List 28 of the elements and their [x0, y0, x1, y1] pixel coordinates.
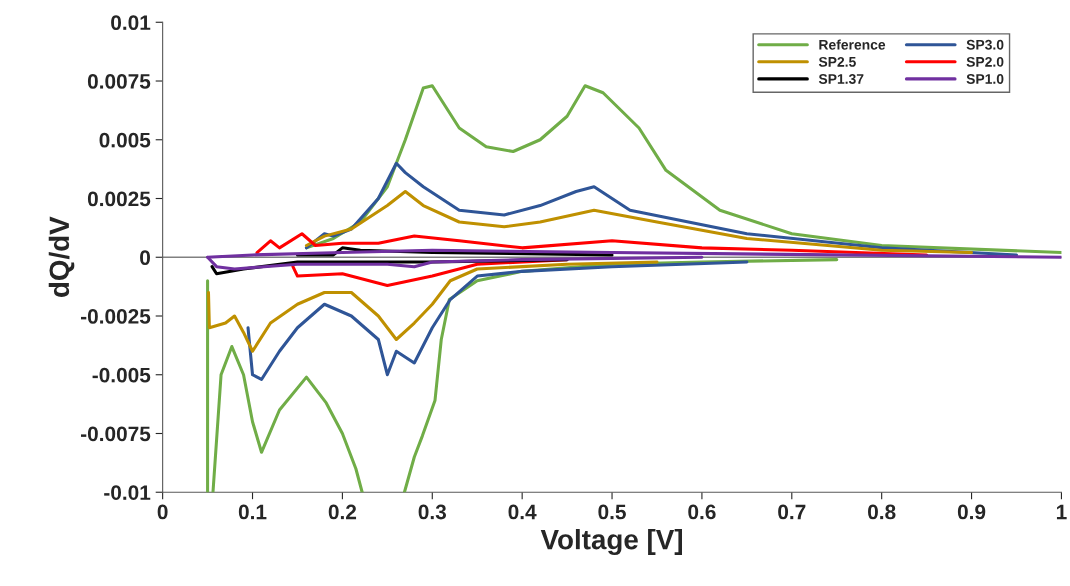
y-tick-label: 0.01	[111, 15, 151, 31]
y-tick-label: 0.0075	[87, 74, 151, 89]
y-tick-label: -0.0075	[81, 426, 151, 442]
y-tick-label: -0.005	[92, 367, 151, 383]
legend-label: Reference	[819, 39, 886, 50]
x-tick-label: 0.1	[238, 504, 267, 520]
legend-label: SP2.0	[966, 56, 1004, 67]
y-tick-label: -0.01	[104, 485, 151, 500]
x-tick-label: 0.3	[418, 504, 447, 520]
x-tick-label: 0.9	[957, 504, 986, 520]
x-tick-label: 0.7	[778, 504, 806, 520]
x-tick-label: 0.5	[598, 504, 626, 520]
y-tick-label: 0	[140, 250, 150, 266]
x-tick-label: 0.6	[688, 504, 716, 520]
legend-label: SP1.0	[966, 74, 1004, 84]
y-tick-label: 0.0025	[87, 191, 151, 207]
x-tick-label: 0.2	[328, 504, 357, 520]
x-tick-label: 1	[1056, 504, 1067, 520]
x-tick-label: 0	[157, 504, 168, 520]
x-axis-title: Voltage [V]	[540, 529, 682, 556]
legend-label: SP1.37	[818, 74, 864, 84]
y-tick-label: -0.0025	[81, 309, 151, 324]
legend-label: SP2.5	[818, 56, 856, 67]
y-axis-title: dQ/dV	[48, 216, 75, 297]
y-tick-label: 0.005	[99, 132, 151, 148]
x-tick-label: 0.4	[508, 504, 537, 520]
legend-label: SP3.0	[966, 39, 1004, 50]
x-tick-label: 0.8	[868, 504, 896, 520]
